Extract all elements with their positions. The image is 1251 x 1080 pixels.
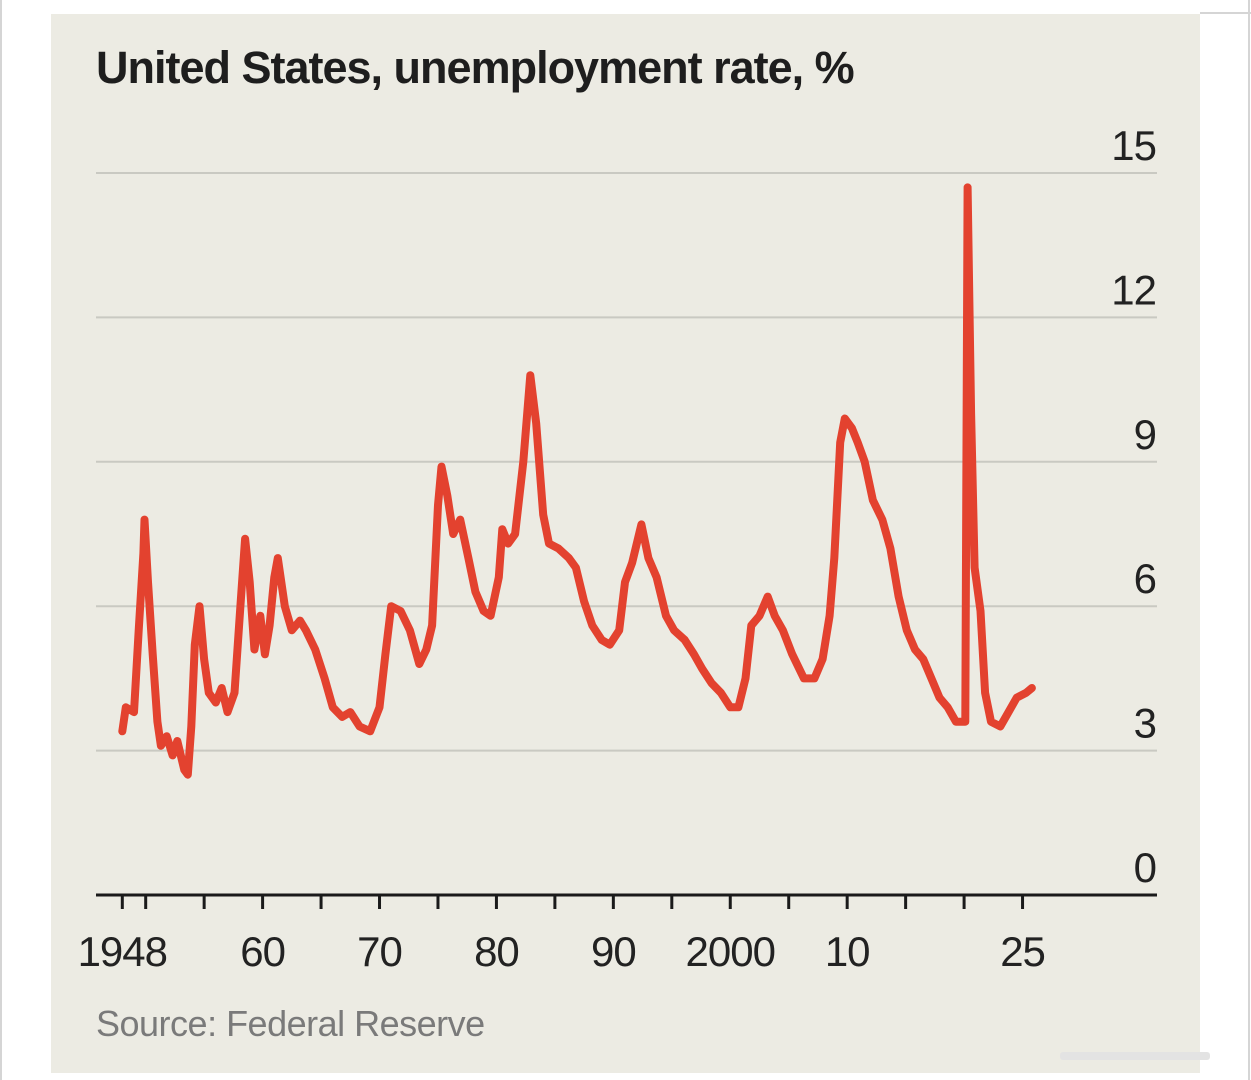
- x-tick-label: 90: [591, 928, 636, 975]
- x-tick-label: 80: [474, 928, 519, 975]
- window-frame-left: [0, 0, 2, 1080]
- y-tick-label: 9: [1134, 411, 1156, 458]
- x-tick-label: 60: [240, 928, 285, 975]
- x-axis-ticks: [120, 895, 1025, 909]
- y-axis-labels: 0 3 6 9 12 15: [1111, 122, 1157, 891]
- y-tick-label: 3: [1134, 700, 1156, 747]
- window-frame-top: [1200, 12, 1251, 14]
- y-tick-label: 6: [1134, 555, 1156, 602]
- window-frame-right: [1248, 0, 1250, 1080]
- x-tick-label: 1948: [78, 928, 167, 975]
- x-tick-label: 70: [357, 928, 402, 975]
- x-tick-label: 25: [1000, 928, 1045, 975]
- unemployment-line: [118, 183, 1036, 779]
- gridlines: [96, 172, 1157, 752]
- watermark-logo: [1060, 1052, 1210, 1060]
- y-tick-label: 0: [1134, 844, 1156, 891]
- x-axis-labels: 1948 60 70 80 90 2000 10 25: [78, 928, 1046, 975]
- x-tick-label: 2000: [686, 928, 775, 975]
- source-note: Source: Federal Reserve: [96, 1003, 485, 1044]
- chart-title: United States, unemployment rate, %: [96, 42, 855, 93]
- y-tick-label: 15: [1111, 122, 1156, 169]
- y-tick-label: 12: [1111, 266, 1156, 313]
- x-tick-label: 10: [825, 928, 870, 975]
